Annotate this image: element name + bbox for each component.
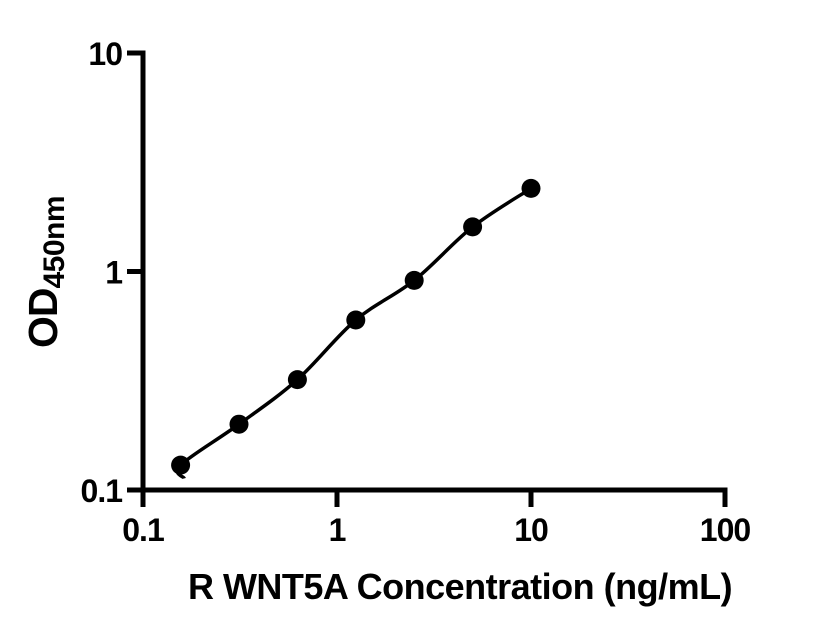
x-axis-tick-label: 100 [700,512,751,548]
data-point-marker [287,370,307,390]
x-axis-title: R WNT5A Concentration (ng/mL) [187,566,733,607]
data-point-marker [521,178,541,198]
y-axis-title-main: OD [20,288,66,349]
y-axis-tick-label: 10 [88,36,122,72]
data-point-marker [171,455,191,475]
data-point-marker [463,217,483,237]
y-axis-title-subscript: 450nm [38,195,71,289]
x-axis-tick-label: 1 [329,512,346,548]
y-axis-title: OD450nm [20,187,72,357]
x-axis-tick-label: 10 [514,512,548,548]
data-point-marker [404,270,424,290]
y-axis-tick-label: 0.1 [81,473,123,509]
y-axis-tick-label: 1 [105,255,122,291]
data-point-marker [346,310,366,330]
x-axis-tick-label: 0.1 [122,512,164,548]
data-point-marker [229,414,249,434]
